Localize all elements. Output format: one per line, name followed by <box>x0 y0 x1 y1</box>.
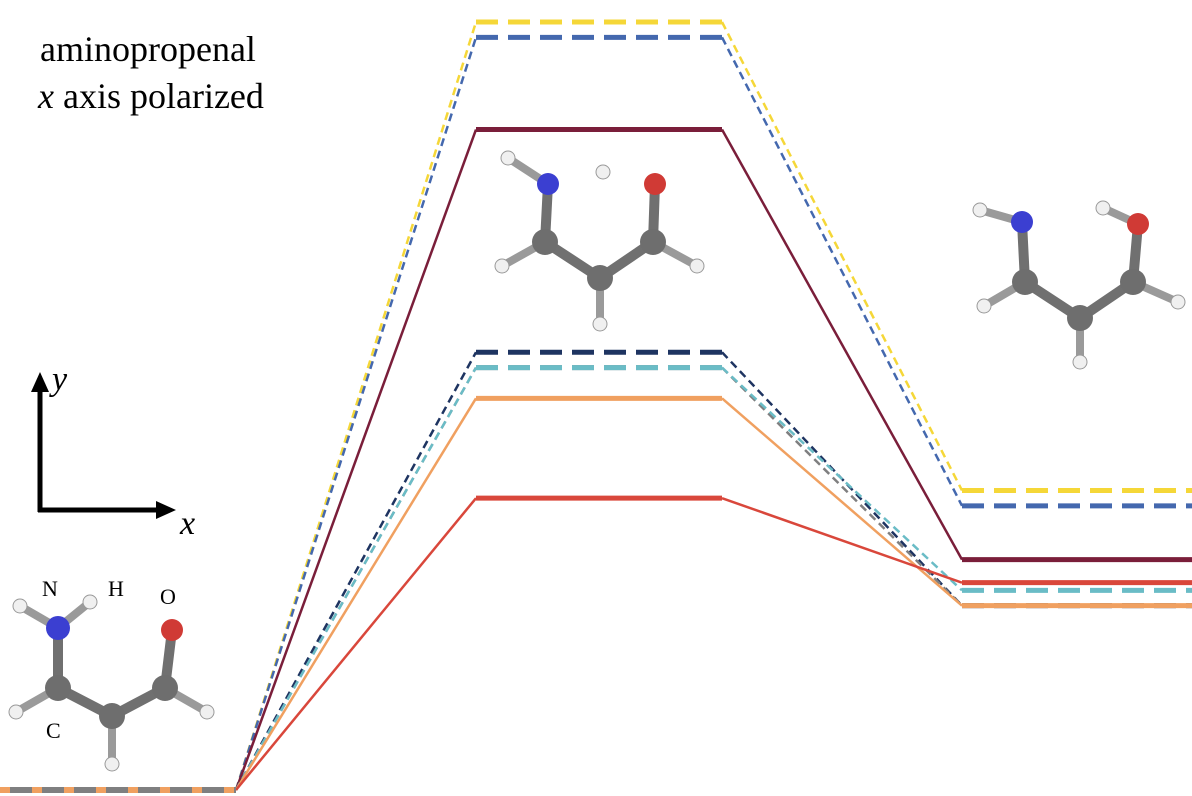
carbon-atom <box>99 703 125 729</box>
level-yellow-dashed-connector <box>720 21 964 492</box>
level-teal-dashed-connector <box>721 366 963 592</box>
level-blue-dashed-connector <box>720 36 964 507</box>
level-orange-solid-connector <box>234 397 478 791</box>
y-arrowhead-icon <box>31 372 49 392</box>
title-line-2: x axis polarized <box>37 76 264 116</box>
title-line-1: aminopropenal <box>40 29 256 69</box>
x-axis-label: x <box>179 505 195 542</box>
molecule-product <box>972 200 1186 370</box>
level-orange-solid-connector <box>721 397 963 607</box>
atom-label-c: C <box>46 718 61 743</box>
level-red-solid-connector <box>721 496 963 584</box>
axes-indicator: y x <box>31 361 195 542</box>
molecule-transition-state <box>494 150 705 332</box>
atom-label-h: H <box>108 576 124 601</box>
carbon-atom <box>152 675 178 701</box>
molecule-reactant: N H O C <box>8 576 215 772</box>
level-gray-dashed-connector <box>721 366 963 607</box>
level-teal-dashed-connector <box>234 366 478 791</box>
title-line-2-rest: axis polarized <box>54 76 264 116</box>
level-maroon-solid-connector <box>234 129 478 791</box>
nitrogen-atom <box>46 616 70 640</box>
energy-levels <box>0 19 1192 793</box>
level-navy-dashed-connector <box>234 351 478 791</box>
oxygen-atom <box>161 619 183 641</box>
level-blue-dashed-connector <box>234 36 478 791</box>
title-line-2-italic: x <box>37 76 54 116</box>
atom-label-n: N <box>42 576 58 601</box>
level-maroon-solid-connector <box>720 128 964 561</box>
x-arrowhead-icon <box>156 501 176 519</box>
level-red-solid-connector <box>235 497 477 791</box>
atom-label-o: O <box>160 584 176 609</box>
y-axis-label: y <box>49 361 68 398</box>
carbon-atom <box>45 675 71 701</box>
